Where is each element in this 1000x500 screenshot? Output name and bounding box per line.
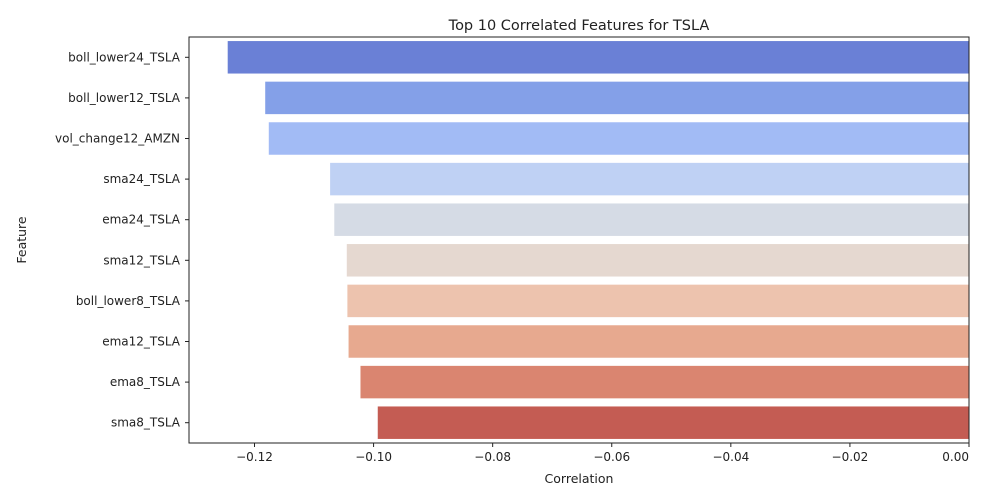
bar-vol_change12_AMZN <box>268 122 969 155</box>
y-tick-label: vol_change12_AMZN <box>55 132 180 146</box>
y-axis-label: Feature <box>14 216 29 264</box>
bar-sma8_TSLA <box>377 406 970 439</box>
bar-boll_lower24_TSLA <box>227 41 970 74</box>
y-tick-label: boll_lower8_TSLA <box>76 294 181 308</box>
bar-boll_lower12_TSLA <box>265 81 969 115</box>
x-tick-label: −0.08 <box>474 450 511 464</box>
y-tick-label: sma12_TSLA <box>103 253 180 267</box>
x-tick-label: −0.06 <box>593 450 630 464</box>
bar-ema8_TSLA <box>360 365 969 399</box>
x-tick-label: −0.10 <box>355 450 392 464</box>
x-tick-label: −0.02 <box>832 450 869 464</box>
x-tick-label: 0.00 <box>942 450 969 464</box>
x-axis-label: Correlation <box>545 471 614 486</box>
y-tick-label: sma8_TSLA <box>111 416 181 430</box>
bar-sma24_TSLA <box>330 162 969 196</box>
x-tick-label: −0.04 <box>712 450 749 464</box>
bar-boll_lower8_TSLA <box>347 284 969 318</box>
y-tick-label: sma24_TSLA <box>103 172 180 186</box>
plot-frame <box>188 36 970 444</box>
bar-ema12_TSLA <box>348 325 969 358</box>
y-tick-label: ema24_TSLA <box>102 213 181 227</box>
y-tick-label: ema12_TSLA <box>102 335 181 349</box>
bar-sma12_TSLA <box>346 244 969 277</box>
chart-title: Top 10 Correlated Features for TSLA <box>448 18 710 34</box>
y-tick-label: boll_lower12_TSLA <box>68 91 181 105</box>
y-axis-ticks: boll_lower24_TSLA boll_lower12_TSLA vol_ch… <box>55 50 189 430</box>
y-tick-label: ema8_TSLA <box>110 375 181 389</box>
bar-ema24_TSLA <box>334 203 969 236</box>
bars-group <box>227 41 970 439</box>
y-tick-label: boll_lower24_TSLA <box>68 50 181 64</box>
x-axis-ticks: −0.12 −0.10 −0.08 −0.06 −0.04 −0.02 0.00 <box>236 443 970 464</box>
x-tick-label: −0.12 <box>236 450 273 464</box>
